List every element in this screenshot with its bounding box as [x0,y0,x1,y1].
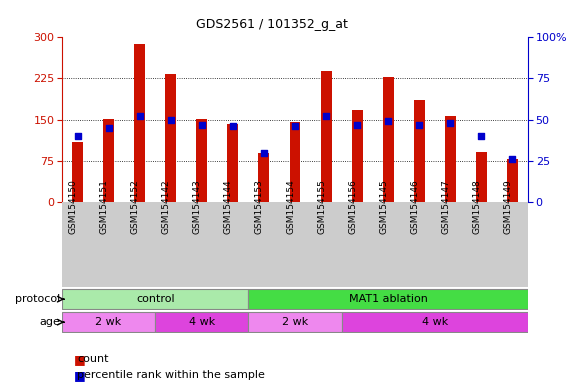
Text: 2 wk: 2 wk [96,317,122,327]
Bar [383,77,394,202]
Point [259,150,269,156]
Point [383,118,393,124]
Bar [476,152,487,202]
Text: GSM154153: GSM154153 [255,179,264,234]
Point [477,133,486,139]
Text: GSM154147: GSM154147 [441,179,450,234]
Point [445,120,455,126]
Text: age: age [39,317,60,327]
Text: GSM154152: GSM154152 [130,179,140,234]
Bar [342,312,528,332]
Text: GSM154149: GSM154149 [503,179,513,234]
Text: GSM154145: GSM154145 [379,179,388,234]
Text: GSM154156: GSM154156 [348,179,357,234]
Text: protocol: protocol [14,294,60,304]
Point [135,113,144,119]
Text: MAT1 ablation: MAT1 ablation [349,294,427,304]
Text: GSM154146: GSM154146 [410,179,419,234]
Point [73,133,82,139]
Bar [134,44,145,202]
Bar [155,312,248,332]
Bar [103,119,114,202]
Text: count: count [77,354,108,364]
Bar [62,289,248,309]
Bar [72,142,83,202]
Point [197,122,206,128]
Bar [62,312,155,332]
Bar [351,110,362,202]
Text: GSM154148: GSM154148 [472,179,481,234]
Text: GSM154144: GSM154144 [224,179,233,234]
Bar [445,116,456,202]
Bar [414,100,425,202]
Point [166,117,175,123]
Text: GSM154150: GSM154150 [68,179,78,234]
Text: ■: ■ [74,369,86,382]
Bar [227,124,238,202]
Bar [259,153,269,202]
Bar [507,159,518,202]
Point [228,123,237,129]
Bar [197,119,207,202]
Text: 4 wk: 4 wk [422,317,448,327]
Text: GSM154154: GSM154154 [286,179,295,234]
Bar [248,312,342,332]
Bar [321,71,332,202]
Point [104,125,113,131]
Text: GDS2561 / 101352_g_at: GDS2561 / 101352_g_at [196,18,347,31]
Point [353,122,362,128]
Bar [165,74,176,202]
Text: percentile rank within the sample: percentile rank within the sample [77,370,265,380]
Bar [289,122,300,202]
Text: control: control [136,294,175,304]
Point [291,123,300,129]
Text: ■: ■ [74,353,86,366]
Text: 2 wk: 2 wk [282,317,308,327]
Text: GSM154151: GSM154151 [100,179,108,234]
Point [415,122,424,128]
Bar [248,289,528,309]
Text: GSM154155: GSM154155 [317,179,326,234]
Text: GSM154143: GSM154143 [193,179,202,234]
Text: 4 wk: 4 wk [188,317,215,327]
Point [508,156,517,162]
Text: GSM154142: GSM154142 [162,179,171,234]
Point [321,113,331,119]
